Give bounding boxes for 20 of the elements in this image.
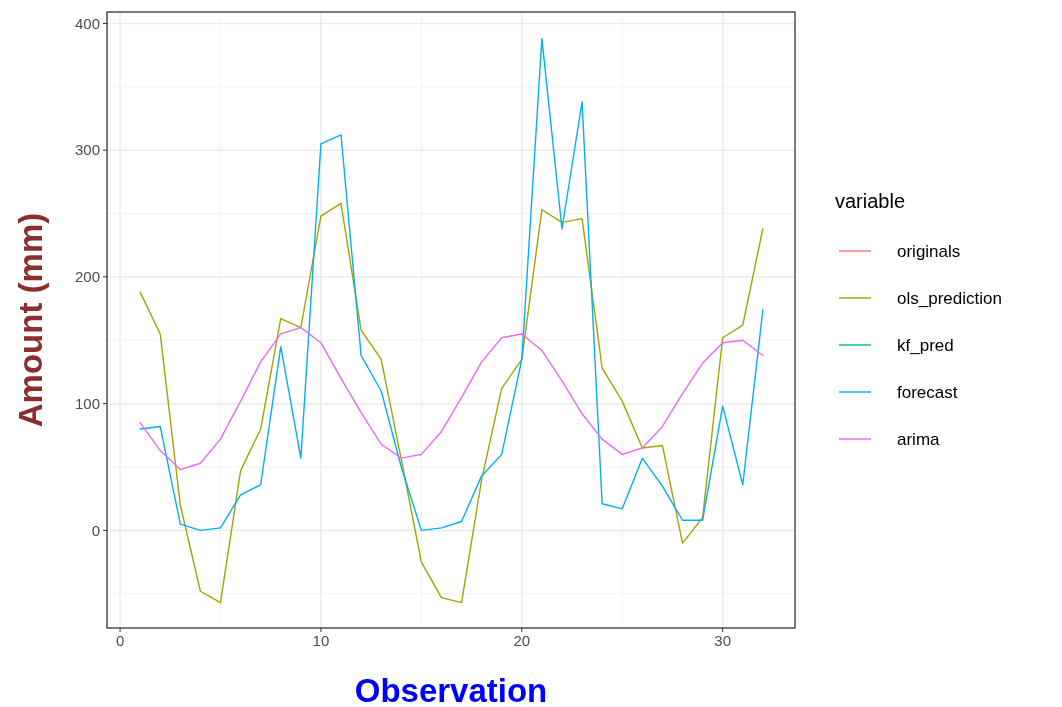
x-tick-label: 10 xyxy=(312,632,330,649)
y-tick-label: 300 xyxy=(74,141,100,159)
legend-label: kf_pred xyxy=(897,335,954,355)
x-tick-label: 0 xyxy=(115,632,125,649)
legend-label: originals xyxy=(897,241,961,261)
line-series xyxy=(139,37,764,532)
legend-label: arima xyxy=(897,429,941,449)
x-axis-title: Observation xyxy=(354,672,548,707)
y-tick-label: 100 xyxy=(74,394,100,412)
line-series xyxy=(139,202,764,604)
y-tick-label: 400 xyxy=(74,14,100,32)
legend-label: forecast xyxy=(897,382,958,402)
x-tick-label: 30 xyxy=(714,632,732,649)
x-tick-label: 20 xyxy=(513,632,531,649)
legend-title: variable xyxy=(835,190,906,212)
line-series xyxy=(139,326,764,471)
y-tick-label: 0 xyxy=(91,521,100,539)
legend-label: ols_prediction xyxy=(897,288,1002,308)
y-tick-label: 200 xyxy=(74,268,100,286)
y-axis-title: Amount (mm) xyxy=(12,212,49,428)
